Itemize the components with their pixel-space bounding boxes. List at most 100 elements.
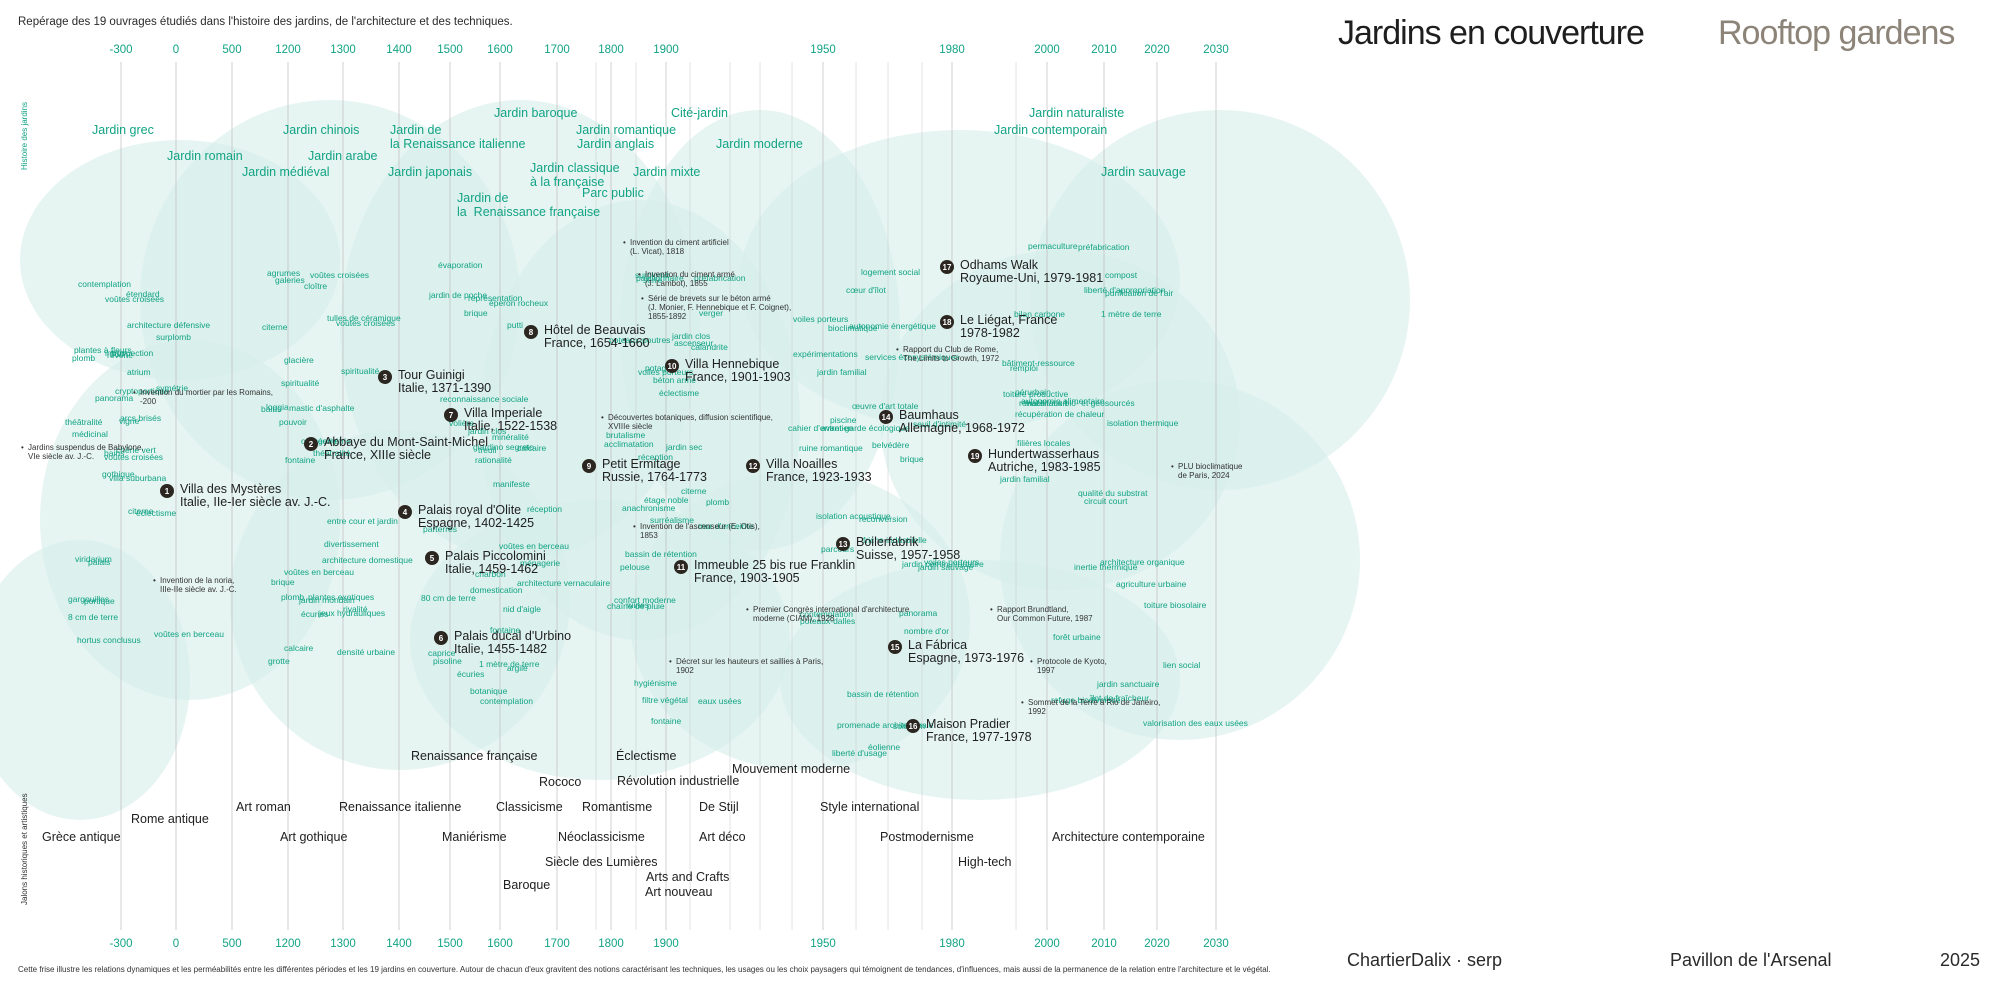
- notion-label: reconversion: [859, 514, 908, 524]
- notion-label: forêt urbaine: [1053, 632, 1101, 642]
- site-marker: 13: [836, 537, 850, 551]
- period-label: Romantisme: [582, 800, 653, 814]
- notion-label: seuil d'intimité: [913, 419, 967, 429]
- garden-style: Jardin contemporain: [994, 123, 1108, 137]
- period-label: Postmodernisme: [880, 830, 974, 844]
- notion-label: tulles de céramique: [327, 313, 401, 323]
- notion-label: préfabrication: [1078, 242, 1130, 252]
- notion-label: fontaine: [651, 716, 682, 726]
- notion-label: 80 cm de terre: [421, 593, 476, 603]
- axis-year-top: 1500: [437, 44, 463, 56]
- notion-label: acclimatation: [604, 439, 654, 449]
- site-place: France, 1901-1903: [685, 370, 791, 384]
- notion-label: voûtes en berceau: [284, 567, 354, 577]
- notion-label: panorama: [899, 608, 938, 618]
- axis-year-bottom: 1400: [386, 938, 412, 950]
- notion-label: citerne: [262, 322, 288, 332]
- site-marker: 11: [674, 560, 688, 574]
- axis-year-top: 1980: [939, 44, 965, 56]
- notion-label: spiritualité: [281, 378, 320, 388]
- event-note: Décret sur les hauteurs et saillies à Pa…: [669, 657, 823, 675]
- site-name: La Fábrica: [908, 638, 968, 652]
- site-name: Villa Hennebique: [685, 357, 780, 371]
- axis-year-bottom: 1980: [939, 938, 965, 950]
- event-note: Rapport Brundtland, Our Common Future, 1…: [990, 605, 1093, 623]
- axis-year-bottom: 1600: [487, 938, 513, 950]
- notion-label: brique: [271, 577, 295, 587]
- notion-label: remploi: [1010, 363, 1038, 373]
- notion-label: reconnaissance sociale: [440, 394, 529, 404]
- axis-year-top: 1300: [330, 44, 356, 56]
- event-note: Série de brevets sur le béton armé (J. M…: [641, 294, 791, 322]
- notion-label: liberté d'usage: [832, 748, 888, 758]
- notion-label: nid d'aigle: [503, 604, 542, 614]
- notion-label: écuries: [301, 609, 329, 619]
- notion-label: arcs brisés: [120, 413, 162, 423]
- site-name: Villa Imperiale: [464, 406, 543, 420]
- notion-label: bassin de rétention: [847, 689, 919, 699]
- notion-label: contemplation: [480, 696, 533, 706]
- notion-label: voûtes en berceau: [154, 629, 224, 639]
- site-marker: 8: [524, 325, 538, 339]
- period-label: Néoclassicisme: [558, 830, 645, 844]
- notion-label: rationalité: [475, 455, 512, 465]
- site-place: Suisse, 1957-1958: [856, 548, 961, 562]
- garden-style: Jardin naturaliste: [1029, 106, 1125, 120]
- site-place: Italie, 1459-1462: [445, 562, 539, 576]
- notion-label: charbon: [475, 569, 506, 579]
- notion-label: autonomie énergétique: [849, 321, 936, 331]
- notion-label: eaux usées: [698, 696, 742, 706]
- notion-label: isolation thermique: [1107, 418, 1179, 428]
- axis-year-bottom: 2020: [1144, 938, 1170, 950]
- notion-label: brique: [900, 454, 924, 464]
- notion-label: voûtes croisées: [336, 318, 396, 328]
- site-name: Palais royal d'Olite: [418, 503, 522, 517]
- notion-label: voiles porteurs: [924, 557, 980, 567]
- notion-label: brutalisme: [606, 430, 646, 440]
- site-marker: 16: [906, 719, 920, 733]
- site-name: Maison Pradier: [926, 717, 1011, 731]
- notion-label: architecture organique: [1100, 557, 1185, 567]
- notion-label: cahier d'entretien: [788, 423, 853, 433]
- notion-label: galeries: [275, 275, 305, 285]
- axis-year-top: 2030: [1203, 44, 1229, 56]
- site-marker: 1: [160, 484, 174, 498]
- site-place: Russie, 1764-1773: [602, 470, 707, 484]
- site-place: Italie, IIe-Ier siècle av. J.-C.: [180, 495, 331, 509]
- period-label: Éclectisme: [616, 749, 677, 763]
- period-label: High-tech: [958, 855, 1012, 869]
- event-note: Protocole de Kyoto, 1997: [1030, 657, 1107, 675]
- notion-label: gargouilles: [68, 594, 110, 604]
- notion-label: écuries: [457, 669, 485, 679]
- notion-label: calcaire: [284, 643, 314, 653]
- notion-label: étendard: [126, 289, 160, 299]
- notion-label: lien social: [1163, 660, 1201, 670]
- side-label-milestones: Jalons historiques et artistiques: [20, 793, 29, 905]
- period-label: Rococo: [539, 775, 582, 789]
- event-note: Invention du mortier par les Romains, -2…: [133, 388, 273, 406]
- site-marker: 17: [940, 260, 954, 274]
- period-label: Rome antique: [131, 812, 209, 826]
- footer-venue: Pavillon de l'Arsenal: [1670, 950, 1832, 970]
- notion-label: éperon rocheux: [489, 298, 549, 308]
- event-note: Premier Congrès international d'architec…: [746, 605, 909, 623]
- site-marker: 6: [434, 631, 448, 645]
- notion-label: villa suburbana: [109, 473, 167, 483]
- notion-label: grotte: [268, 656, 290, 666]
- notion-label: liberté d'appropriation: [1084, 285, 1166, 295]
- notion-label: jardin de poche: [429, 290, 488, 300]
- notion-label: représentation: [468, 293, 523, 303]
- axis-year-top: 1950: [810, 44, 836, 56]
- notion-label: bains: [261, 404, 282, 414]
- notion-label: caprice: [428, 648, 456, 658]
- period-label: Révolution industrielle: [617, 774, 740, 788]
- notion-label: voûtes croisées: [310, 270, 370, 280]
- site-name: Immeuble 25 bis rue Franklin: [694, 558, 856, 572]
- garden-style: Jardin médiéval: [242, 165, 330, 179]
- notion-label: fontaine: [490, 625, 521, 635]
- garden-style: Jardin baroque: [494, 106, 578, 120]
- notion-label: rivalité: [343, 604, 368, 614]
- notion-label: voûtes en berceau: [499, 541, 569, 551]
- notion-label: poteaux-poutres: [609, 335, 671, 345]
